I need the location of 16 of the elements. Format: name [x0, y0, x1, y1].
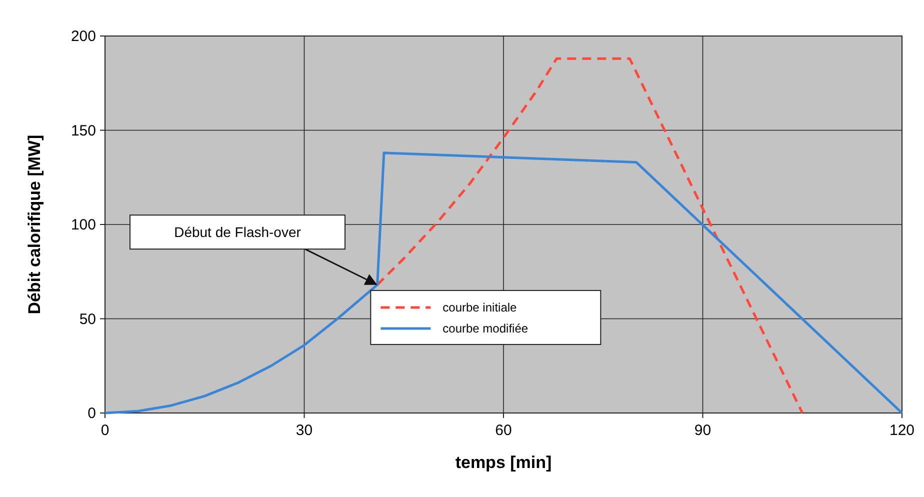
- y-tick-label: 200: [70, 28, 96, 45]
- x-tick-label: 120: [889, 422, 915, 439]
- legend-label: courbe initiale: [442, 300, 518, 314]
- y-tick-label: 0: [88, 405, 96, 422]
- legend-label: courbe modifiée: [442, 321, 528, 336]
- x-tick-label: 60: [495, 422, 512, 439]
- y-tick-label: 150: [70, 122, 96, 140]
- annotation: Début de Flash-over: [174, 224, 302, 240]
- x-tick-label: 90: [694, 422, 712, 439]
- y-tick-label: 50: [79, 310, 96, 328]
- y-axis-title: Débit calorifique [MW]: [25, 134, 44, 314]
- y-tick-label: 100: [70, 216, 96, 234]
- x-tick-label: 30: [296, 422, 313, 439]
- x-tick-label: 0: [100, 422, 110, 439]
- line-series: [104, 152, 904, 414]
- x-axis-title: temps [min]: [455, 453, 552, 472]
